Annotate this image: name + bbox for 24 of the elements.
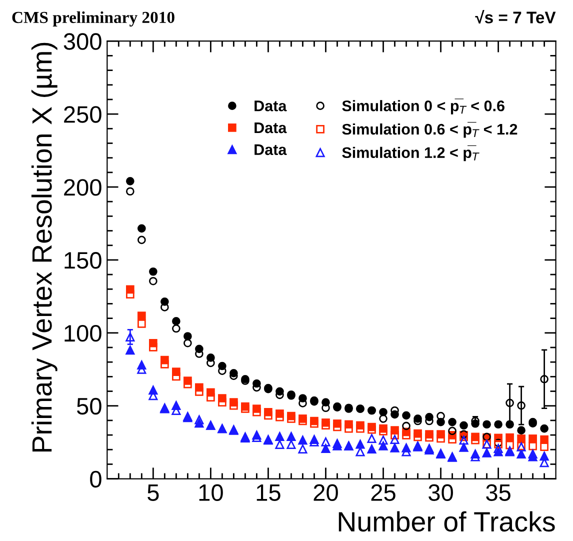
legend-label: Simulation 0 < p̅$_{T}$ < 0.6: [342, 98, 504, 114]
x-tick-label: 35: [486, 484, 510, 501]
y-axis-title: Primary Vertex Resolution X (µm): [31, 42, 58, 452]
text: CMS preliminary 2010: [12, 11, 174, 27]
legend-label: Data: [254, 122, 287, 134]
x-axis-title: Number of Tracks: [338, 511, 555, 532]
legend-label: Data: [254, 100, 287, 112]
x-tick-label: 30: [428, 484, 453, 501]
y-tick-label: 50: [76, 398, 102, 415]
legend-label: Simulation 0.6 < p̅$_{T}$ < 1.2: [342, 122, 518, 138]
y-tick-label: 0: [90, 470, 102, 488]
y-tick-label: 150: [64, 252, 102, 269]
text: √s = 7 TeV: [475, 10, 556, 24]
x-tick-label: 10: [199, 484, 223, 501]
x-tick-label: 20: [314, 484, 338, 501]
y-tick-label: 250: [64, 106, 102, 123]
x-tick-label: 25: [371, 484, 396, 501]
x-tick-label: 15: [256, 484, 280, 501]
y-tick-label: 100: [64, 324, 102, 342]
legend-label: Simulation 1.2 < p̅$_{T}$: [342, 145, 480, 162]
y-tick-label: 200: [64, 179, 102, 196]
y-tick-label: 300: [64, 33, 102, 50]
legend-label: Data: [254, 144, 287, 156]
x-tick-label: 5: [148, 484, 159, 501]
